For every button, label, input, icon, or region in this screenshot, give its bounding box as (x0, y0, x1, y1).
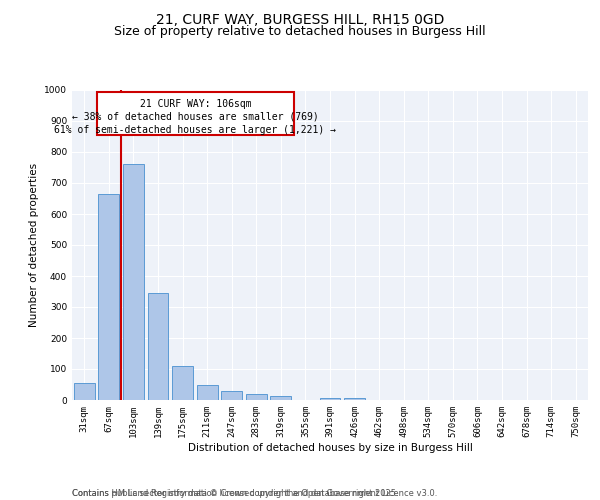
Text: 61% of semi-detached houses are larger (1,221) →: 61% of semi-detached houses are larger (… (55, 124, 337, 134)
Bar (148, 293, 169, 400)
Text: Contains public sector information licensed under the Open Government Licence v3: Contains public sector information licen… (72, 478, 437, 498)
Bar (172, 366, 193, 400)
Text: 21 CURF WAY: 106sqm: 21 CURF WAY: 106sqm (140, 98, 251, 108)
Bar (320, 398, 340, 400)
Bar (221, 392, 242, 400)
Text: ← 38% of detached houses are smaller (769): ← 38% of detached houses are smaller (76… (72, 112, 319, 122)
Bar (271, 396, 292, 400)
Bar (344, 398, 365, 400)
Bar (74, 383, 95, 400)
X-axis label: Distribution of detached houses by size in Burgess Hill: Distribution of detached houses by size … (188, 442, 472, 452)
Bar (197, 384, 218, 400)
Bar (246, 394, 267, 400)
Text: Size of property relative to detached houses in Burgess Hill: Size of property relative to detached ho… (114, 25, 486, 38)
Text: Contains HM Land Registry data © Crown copyright and database right 2025.: Contains HM Land Registry data © Crown c… (72, 488, 398, 498)
Text: 21, CURF WAY, BURGESS HILL, RH15 0GD: 21, CURF WAY, BURGESS HILL, RH15 0GD (156, 12, 444, 26)
Bar (123, 164, 144, 400)
Bar (98, 194, 119, 400)
Y-axis label: Number of detached properties: Number of detached properties (29, 163, 38, 327)
Bar (97, 92, 293, 135)
